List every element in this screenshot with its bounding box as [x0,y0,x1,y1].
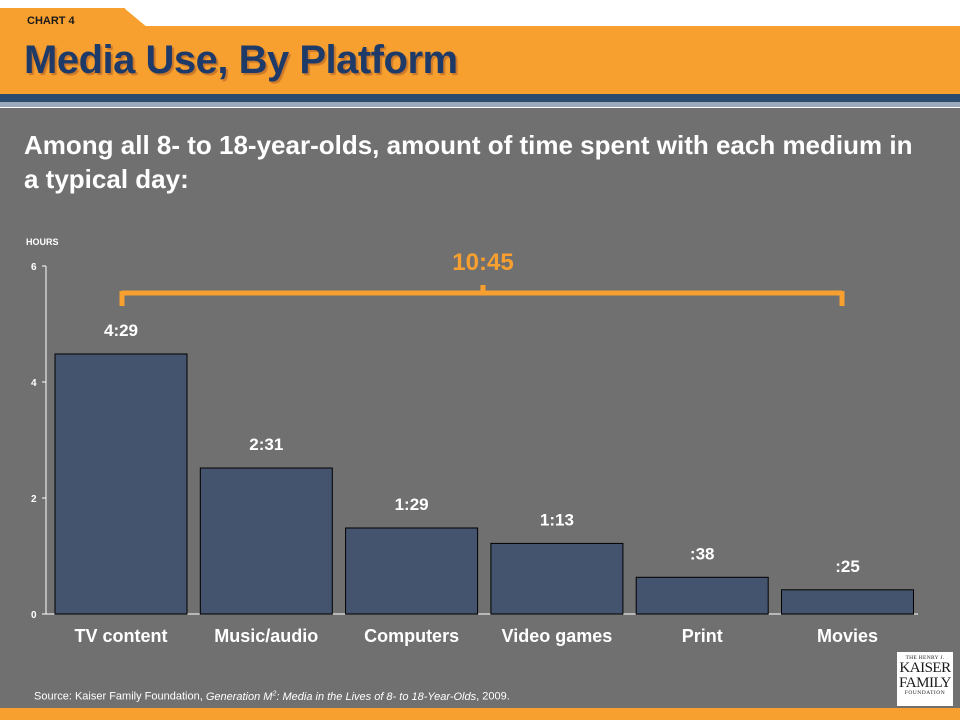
category-label: Movies [817,626,878,646]
bar-value-label: 1:13 [540,510,574,529]
category-label: Video games [502,626,613,646]
bar [635,576,769,615]
total-label: 10:45 [452,249,513,276]
bar [54,353,188,615]
logo-line-3: FAMILY [899,675,951,691]
bar [199,467,333,615]
chart-subtitle: Among all 8- to 18-year-olds, amount of … [24,130,913,194]
bar-value-label: 4:29 [104,321,138,340]
category-label: Computers [364,626,459,646]
header-tab-slope [124,8,148,28]
y-tick-label: 6 [31,262,37,273]
header-navy-rule [0,94,960,102]
header-light-rule [0,102,960,107]
bar-value-label: :25 [835,557,860,576]
page-title: Media Use, By Platform [24,38,458,82]
logo-line-4: FOUNDATION [904,690,946,696]
source-prefix: Source: Kaiser Family Foundation, [34,690,206,703]
header-banner [0,0,960,108]
bar-value-label: 1:29 [395,495,429,514]
category-label: Print [682,626,723,646]
source-suffix: , 2009. [476,690,510,703]
bar [345,527,479,615]
kaiser-logo: THE HENRY J. KAISER FAMILY FOUNDATION [897,652,953,706]
header-orange-band [0,26,960,94]
y-tick-label: 4 [31,378,37,389]
bar [490,542,624,615]
y-axis-title: HOURS [26,237,59,247]
y-tick-label: 2 [31,494,37,505]
chart-number-label: CHART 4 [27,15,75,27]
category-label: TV content [75,626,168,646]
category-label: Music/audio [214,626,318,646]
source-note: Source: Kaiser Family Foundation, Genera… [34,690,510,703]
source-title-part1: Generation M [205,690,273,703]
footer-orange-bar [0,708,960,720]
source-title-sup: 2 [272,690,277,697]
y-tick-label: 0 [31,610,37,621]
bar-value-label: :38 [690,544,715,563]
header-tab [0,8,125,28]
source-title-part2: : Media in the Lives of 8- to 18-Year-Ol… [276,690,477,703]
logo-line-2: KAISER [899,660,951,676]
bar [781,589,914,615]
logo-line-1: THE HENRY J. [905,655,945,661]
bar-value-label: 2:31 [249,435,283,454]
